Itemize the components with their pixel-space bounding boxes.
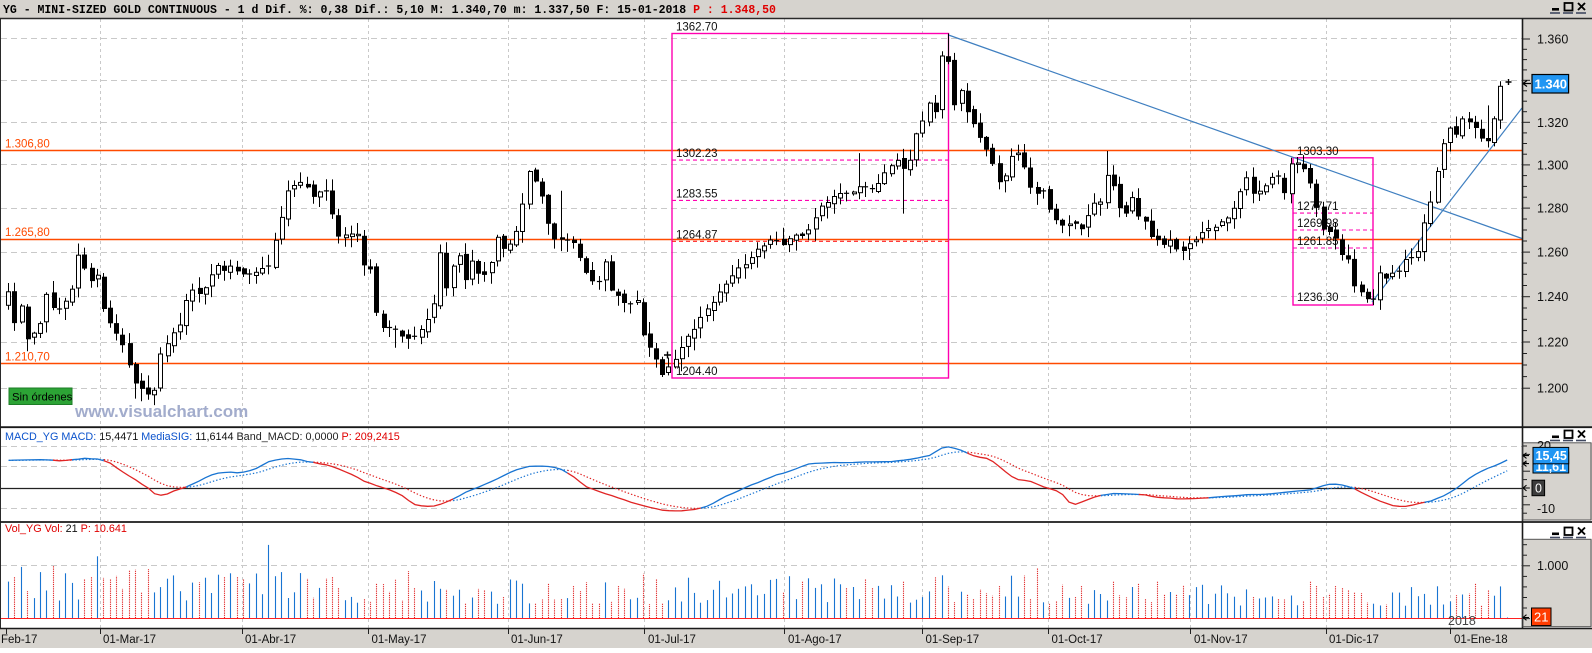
svg-text:1.306,80: 1.306,80 [5,138,50,150]
svg-text:MACD_YG MACD: 15,4471 MediaSIG: MACD_YG MACD: 15,4471 MediaSIG: 11,6144 … [5,431,400,443]
svg-text:Feb-17: Feb-17 [1,634,37,646]
svg-text:01-Mar-17: 01-Mar-17 [103,634,156,646]
svg-text:1.360: 1.360 [1537,33,1568,47]
svg-text:01-Sep-17: 01-Sep-17 [926,634,980,646]
svg-text:01-Nov-17: 01-Nov-17 [1194,634,1248,646]
svg-text:-10: -10 [1537,502,1555,516]
svg-text:Sin órdenes: Sin órdenes [12,392,73,404]
svg-text:1.260: 1.260 [1537,246,1568,260]
svg-text:1283.55: 1283.55 [676,188,718,200]
svg-text:01-Oct-17: 01-Oct-17 [1052,634,1103,646]
svg-text:1.200: 1.200 [1537,382,1568,396]
svg-text:1.210,70: 1.210,70 [5,351,50,363]
svg-text:1236.30: 1236.30 [1297,292,1339,304]
svg-text:1362.70: 1362.70 [676,22,718,34]
svg-text:1.220: 1.220 [1537,336,1568,350]
svg-text:01-Jun-17: 01-Jun-17 [511,634,563,646]
svg-text:1.240: 1.240 [1537,290,1568,304]
svg-text:1.340: 1.340 [1535,76,1568,91]
svg-text:1.300: 1.300 [1537,158,1568,172]
svg-text:01-Abr-17: 01-Abr-17 [245,634,296,646]
svg-text:1264.87: 1264.87 [676,229,718,241]
svg-text:0: 0 [1535,481,1542,495]
svg-text:www.visualchart.com: www.visualchart.com [74,402,248,421]
svg-text:YG - MINI-SIZED GOLD CONTINUOU: YG - MINI-SIZED GOLD CONTINUOUS - 1 d Di… [3,4,776,17]
svg-text:01-Ago-17: 01-Ago-17 [788,634,842,646]
svg-text:1303.30: 1303.30 [1297,146,1339,158]
svg-text:Vol_YG Vol: 21 P: 10.641: Vol_YG Vol: 21 P: 10.641 [5,523,127,535]
svg-text:01-Ene-18: 01-Ene-18 [1454,634,1508,646]
svg-text:1.000: 1.000 [1537,559,1568,573]
svg-text:1.280: 1.280 [1537,202,1568,216]
svg-text:01-Jul-17: 01-Jul-17 [648,634,696,646]
svg-text:21: 21 [1534,610,1548,625]
svg-text:1302.23: 1302.23 [676,148,718,160]
svg-text:15,45: 15,45 [1536,449,1567,463]
svg-text:1204.40: 1204.40 [676,366,718,378]
svg-text:01-May-17: 01-May-17 [372,634,427,646]
svg-text:1261.85: 1261.85 [1297,236,1339,248]
svg-text:01-Dic-17: 01-Dic-17 [1329,634,1379,646]
svg-text:2018: 2018 [1448,614,1476,628]
svg-text:1.320: 1.320 [1537,116,1568,130]
svg-text:1.265,80: 1.265,80 [5,227,50,239]
